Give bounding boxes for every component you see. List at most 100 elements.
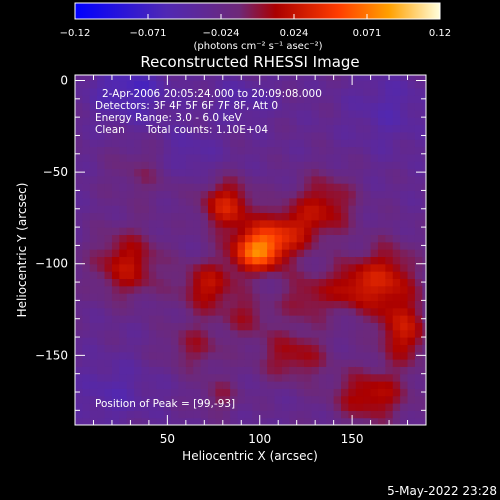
heatmap-cell: [259, 315, 268, 323]
heatmap-cell: [355, 197, 364, 206]
heatmap-cell: [104, 403, 113, 411]
heatmap-cell: [104, 249, 113, 258]
heatmap-cell: [97, 75, 106, 82]
heatmap-cell: [414, 381, 423, 389]
heatmap-cell: [341, 168, 350, 177]
heatmap-cell: [333, 219, 342, 228]
heatmap-cell: [75, 359, 83, 367]
heatmap-cell: [311, 307, 320, 316]
heatmap-cell: [244, 117, 253, 126]
heatmap-cell: [193, 329, 202, 338]
heatmap-cell: [185, 293, 194, 301]
heatmap-cell: [274, 197, 283, 206]
heatmap-cell: [171, 344, 180, 353]
heatmap-cell: [341, 95, 350, 104]
heatmap-cell: [422, 183, 426, 192]
heatmap-cell: [385, 212, 394, 221]
heatmap-cell: [370, 256, 379, 265]
heatmap-cell: [134, 417, 143, 425]
heatmap-cell: [75, 322, 83, 331]
heatmap-cell: [104, 307, 113, 316]
heatmap-cell: [304, 344, 313, 353]
heatmap-cell: [237, 300, 246, 309]
heatmap-cell: [318, 75, 327, 82]
heatmap-cell: [281, 359, 290, 367]
heatmap-cell: [141, 205, 150, 214]
heatmap-cell: [244, 146, 253, 155]
heatmap-cell: [215, 285, 224, 294]
heatmap-cell: [208, 153, 216, 162]
heatmap-cell: [281, 410, 290, 419]
heatmap-cell: [97, 403, 106, 411]
heatmap-cell: [163, 381, 172, 389]
heatmap-cell: [119, 315, 128, 323]
heatmap-cell: [318, 271, 327, 279]
heatmap-cell: [333, 241, 342, 250]
heatmap-cell: [363, 183, 372, 192]
heatmap-cell: [363, 102, 372, 111]
heatmap-cell: [222, 417, 231, 425]
heatmap-cell: [208, 351, 216, 360]
heatmap-cell: [259, 403, 268, 411]
heatmap-cell: [281, 219, 290, 228]
heatmap-cell: [89, 241, 98, 250]
heatmap-cell: [89, 219, 98, 228]
heatmap-cell: [230, 381, 239, 389]
heatmap-cell: [333, 373, 342, 382]
heatmap-cell: [311, 131, 320, 140]
heatmap-cell: [193, 388, 202, 397]
heatmap-cell: [193, 271, 202, 279]
heatmap-cell: [318, 315, 327, 323]
heatmap-cell: [348, 373, 357, 382]
heatmap-cell: [377, 271, 386, 279]
heatmap-cell: [326, 234, 335, 243]
heatmap-cell: [304, 351, 313, 360]
heatmap-cell: [156, 263, 165, 272]
heatmap-cell: [355, 263, 364, 272]
heatmap-cell: [348, 95, 357, 104]
heatmap-cell: [392, 410, 401, 419]
heatmap-cell: [215, 359, 224, 367]
heatmap-cell: [208, 183, 216, 192]
heatmap-cell: [267, 395, 276, 404]
heatmap-cell: [296, 329, 305, 338]
heatmap-cell: [400, 395, 409, 404]
heatmap-cell: [407, 75, 416, 82]
heatmap-cell: [215, 249, 224, 258]
heatmap-cell: [281, 271, 290, 279]
heatmap-cell: [333, 124, 342, 133]
heatmap-cell: [156, 124, 165, 133]
heatmap-cell: [385, 109, 394, 118]
heatmap-cell: [370, 373, 379, 382]
heatmap-cell: [163, 300, 172, 309]
heatmap-cell: [244, 256, 253, 265]
heatmap-cell: [318, 410, 327, 419]
heatmap-cell: [171, 175, 180, 184]
heatmap-cell: [422, 161, 426, 170]
heatmap-cell: [252, 329, 261, 338]
heatmap-cell: [119, 373, 128, 382]
heatmap-cell: [259, 234, 268, 243]
heatmap-cell: [385, 87, 394, 96]
heatmap-cell: [333, 102, 342, 111]
heatmap-cell: [348, 117, 357, 126]
heatmap-cell: [348, 183, 357, 192]
heatmap-cell: [222, 219, 231, 228]
heatmap-cell: [326, 227, 335, 236]
heatmap-cell: [304, 212, 313, 221]
heatmap-cell: [348, 87, 357, 96]
heatmap-cell: [407, 168, 416, 177]
heatmap-cell: [304, 381, 313, 389]
heatmap-cell: [392, 95, 401, 104]
heatmap-cell: [185, 131, 194, 140]
heatmap-cell: [355, 344, 364, 353]
heatmap-cell: [82, 351, 91, 360]
heatmap-cell: [208, 359, 216, 367]
heatmap-cell: [185, 322, 194, 331]
heatmap-cell: [407, 300, 416, 309]
heatmap-cell: [422, 263, 426, 272]
y-tick-label: 0: [60, 73, 68, 87]
heatmap-cell: [355, 102, 364, 111]
heatmap-cell: [304, 183, 313, 192]
heatmap-cell: [385, 263, 394, 272]
